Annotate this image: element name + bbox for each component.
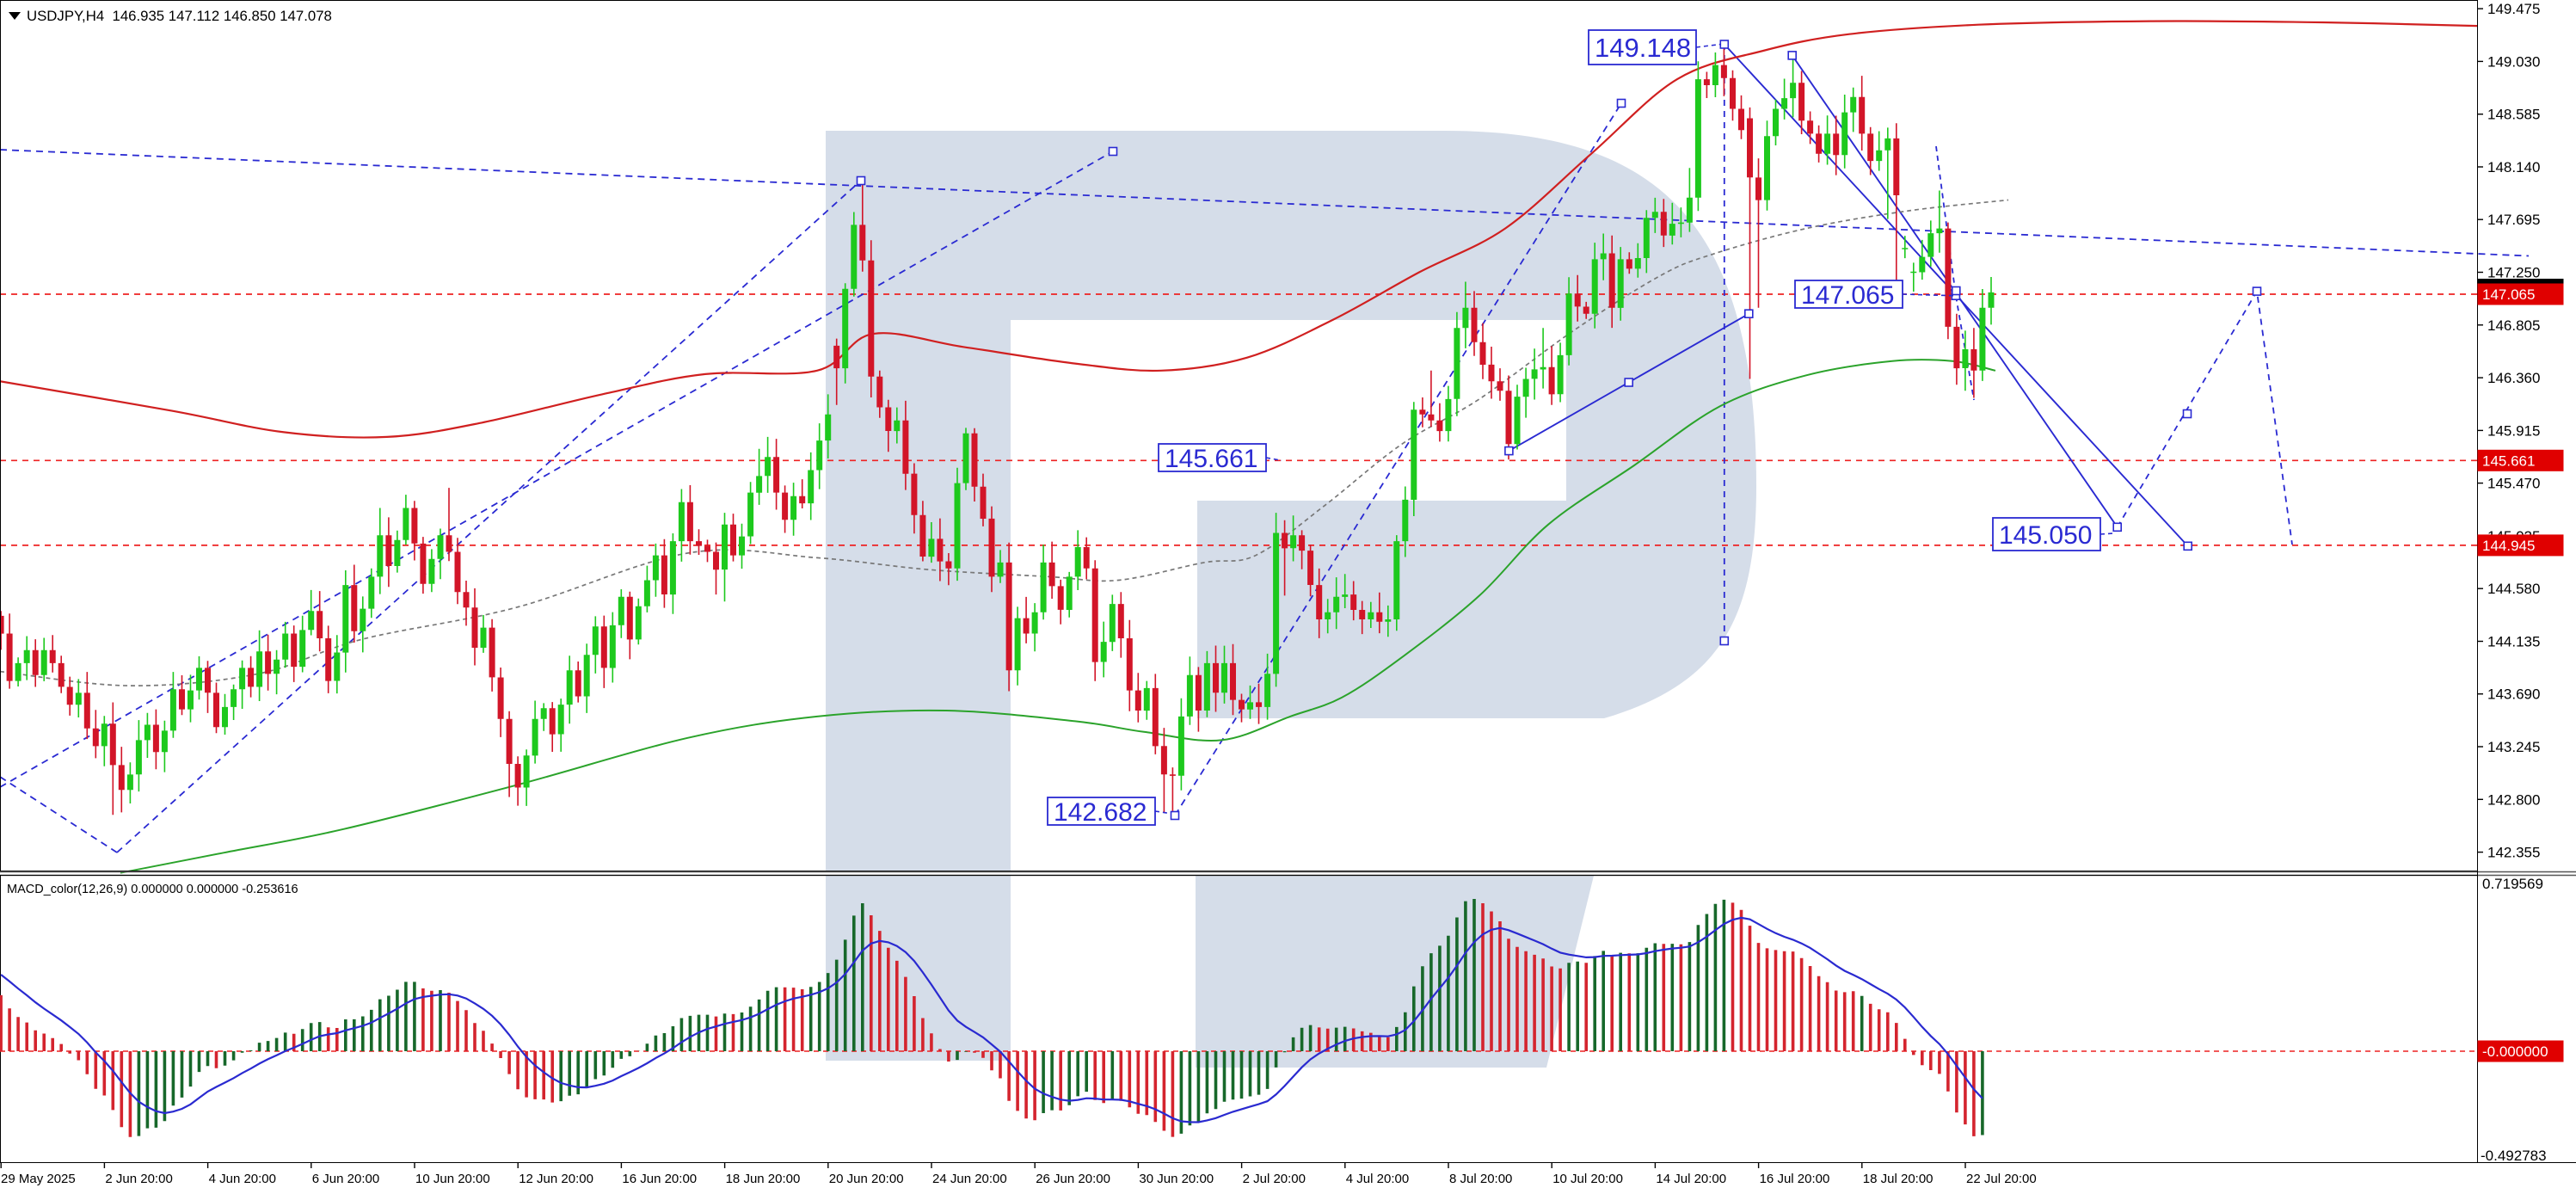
svg-text:144.135: 144.135 [2487,634,2540,650]
svg-text:6 Jun 20:00: 6 Jun 20:00 [312,1172,379,1186]
svg-text:144.945: 144.945 [2482,538,2535,554]
svg-text:-0.000000: -0.000000 [2482,1043,2548,1060]
svg-text:142.355: 142.355 [2487,845,2540,861]
svg-text:144.580: 144.580 [2487,581,2540,597]
svg-text:4 Jul 20:00: 4 Jul 20:00 [1346,1172,1409,1186]
svg-text:14 Jul 20:00: 14 Jul 20:00 [1656,1172,1726,1186]
svg-text:147.695: 147.695 [2487,212,2540,228]
svg-text:148.585: 148.585 [2487,107,2540,123]
svg-text:30 Jun 20:00: 30 Jun 20:00 [1139,1172,1214,1186]
svg-text:149.475: 149.475 [2487,1,2540,17]
svg-text:29 May 2025: 29 May 2025 [1,1172,76,1186]
svg-text:145.915: 145.915 [2487,422,2540,439]
svg-text:147.065: 147.065 [2482,286,2535,303]
svg-text:USDJPY,H4 146.935 147.112 146: USDJPY,H4 146.935 147.112 146.850 147.07… [27,8,332,24]
svg-text:16 Jul 20:00: 16 Jul 20:00 [1760,1172,1830,1186]
svg-text:146.805: 146.805 [2487,317,2540,334]
svg-text:18 Jul 20:00: 18 Jul 20:00 [1863,1172,1934,1186]
svg-text:142.682: 142.682 [1054,798,1147,827]
svg-text:24 Jun 20:00: 24 Jun 20:00 [932,1172,1007,1186]
svg-text:20 Jun 20:00: 20 Jun 20:00 [829,1172,904,1186]
svg-text:146.360: 146.360 [2487,370,2540,386]
svg-text:147.065: 147.065 [1801,281,1894,310]
svg-text:10 Jul 20:00: 10 Jul 20:00 [1552,1172,1623,1186]
svg-text:147.250: 147.250 [2487,265,2540,281]
svg-text:10 Jun 20:00: 10 Jun 20:00 [415,1172,490,1186]
svg-text:148.140: 148.140 [2487,159,2540,175]
svg-text:145.470: 145.470 [2487,476,2540,492]
svg-text:149.148: 149.148 [1595,33,1691,63]
svg-text:145.661: 145.661 [2482,452,2535,469]
svg-text:145.050: 145.050 [1999,521,2092,550]
svg-text:143.245: 143.245 [2487,739,2540,755]
svg-text:26 Jun 20:00: 26 Jun 20:00 [1036,1172,1110,1186]
svg-text:18 Jun 20:00: 18 Jun 20:00 [726,1172,801,1186]
svg-text:22 Jul 20:00: 22 Jul 20:00 [1966,1172,2037,1186]
svg-text:145.661: 145.661 [1165,445,1257,473]
svg-text:149.030: 149.030 [2487,53,2540,70]
svg-text:-0.492783: -0.492783 [2481,1148,2547,1164]
svg-text:16 Jun 20:00: 16 Jun 20:00 [622,1172,697,1186]
svg-text:143.690: 143.690 [2487,686,2540,703]
svg-text:8 Jul 20:00: 8 Jul 20:00 [1449,1172,1512,1186]
svg-text:MACD_color(12,26,9) 0.000000 0: MACD_color(12,26,9) 0.000000 0.000000 -0… [7,883,298,896]
svg-text:2 Jul 20:00: 2 Jul 20:00 [1243,1172,1306,1186]
svg-text:142.800: 142.800 [2487,791,2540,808]
svg-text:0.719569: 0.719569 [2482,876,2543,892]
svg-text:2 Jun 20:00: 2 Jun 20:00 [105,1172,172,1186]
svg-text:4 Jun 20:00: 4 Jun 20:00 [209,1172,276,1186]
svg-text:12 Jun 20:00: 12 Jun 20:00 [519,1172,593,1186]
